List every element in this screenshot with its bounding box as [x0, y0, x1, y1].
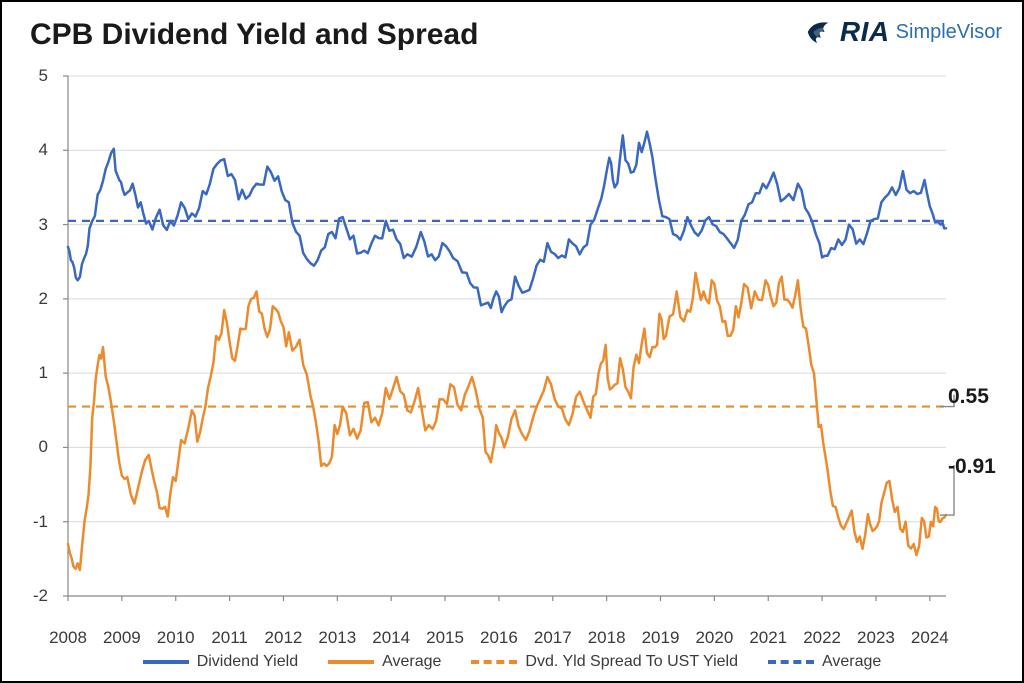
- x-tick-label: 2011: [211, 628, 248, 648]
- y-tick-label: 2: [18, 289, 48, 309]
- x-tick-label: 2020: [695, 628, 733, 648]
- legend-label: Dvd. Yld Spread To UST Yield: [525, 653, 738, 671]
- x-tick-label: 2015: [426, 628, 464, 648]
- legend-label: Average: [822, 653, 881, 671]
- x-tick-label: 2012: [265, 628, 303, 648]
- x-tick-label: 2022: [803, 628, 841, 648]
- legend-item: Average: [328, 653, 441, 671]
- y-tick-label: 1: [18, 363, 48, 383]
- legend-swatch: [471, 660, 517, 664]
- chart-title: CPB Dividend Yield and Spread: [30, 18, 478, 52]
- legend: Dividend Yield Average Dvd. Yld Spread To …: [2, 653, 1022, 671]
- logo-simplevisor-text: SimpleVisor: [896, 21, 1002, 44]
- legend-item: Average: [768, 653, 881, 671]
- x-tick-label: 2017: [534, 628, 572, 648]
- y-tick-label: -1: [18, 512, 48, 532]
- x-tick-label: 2013: [318, 628, 356, 648]
- legend-label: Dividend Yield: [197, 653, 298, 671]
- x-tick-label: 2008: [49, 628, 87, 648]
- legend-item: Dividend Yield: [143, 653, 298, 671]
- annotation-label: -0.91: [948, 455, 996, 479]
- y-tick-label: 5: [18, 66, 48, 86]
- x-tick-label: 2023: [857, 628, 895, 648]
- x-tick-label: 2024: [911, 628, 949, 648]
- annotation-label: 0.55: [948, 385, 989, 409]
- x-tick-label: 2018: [588, 628, 626, 648]
- y-tick-label: -2: [18, 586, 48, 606]
- legend-swatch: [328, 660, 374, 664]
- x-tick-label: 2019: [642, 628, 680, 648]
- x-tick-label: 2021: [749, 628, 787, 648]
- x-tick-label: 2009: [103, 628, 141, 648]
- chart-frame: CPB Dividend Yield and Spread RIA Simple…: [0, 0, 1024, 683]
- legend-swatch: [768, 660, 814, 664]
- logo-block: RIA SimpleVisor: [804, 16, 1002, 48]
- y-tick-label: 0: [18, 437, 48, 457]
- x-tick-label: 2010: [157, 628, 195, 648]
- y-tick-label: 4: [18, 140, 48, 160]
- legend-swatch: [143, 660, 189, 664]
- y-tick-label: 3: [18, 215, 48, 235]
- eagle-icon: [804, 17, 834, 47]
- logo-ria-text: RIA: [840, 16, 890, 48]
- plot-area: -2-1012345200820092010201120122013201420…: [58, 68, 986, 622]
- x-tick-label: 2016: [480, 628, 518, 648]
- x-tick-label: 2014: [372, 628, 410, 648]
- legend-item: Dvd. Yld Spread To UST Yield: [471, 653, 738, 671]
- legend-label: Average: [382, 653, 441, 671]
- chart-svg: [58, 68, 986, 622]
